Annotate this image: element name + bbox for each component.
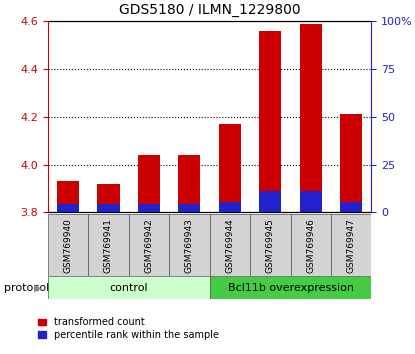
Bar [340,114,362,212]
Text: GSM769942: GSM769942 [144,218,154,273]
Text: GSM769944: GSM769944 [225,218,234,273]
Bar [219,124,241,212]
Bar [210,214,250,276]
Bar [259,31,281,212]
Bar [340,202,362,212]
Bar [300,24,322,212]
Text: GSM769940: GSM769940 [63,218,73,273]
Bar [138,155,160,212]
Bar [331,214,371,276]
Text: ▶: ▶ [34,282,42,293]
Legend: transformed count, percentile rank within the sample: transformed count, percentile rank withi… [38,318,219,340]
Bar [210,276,371,299]
Bar [178,155,200,212]
Bar [48,276,210,299]
Text: protocol: protocol [4,282,49,293]
Bar [169,214,210,276]
Text: Bcl11b overexpression: Bcl11b overexpression [227,282,354,293]
Text: GSM769946: GSM769946 [306,218,315,273]
Text: GSM769947: GSM769947 [347,218,356,273]
Bar [97,204,120,212]
Bar [129,214,169,276]
Bar [138,204,160,212]
Bar [300,191,322,212]
Bar [57,204,79,212]
Bar [48,214,88,276]
Title: GDS5180 / ILMN_1229800: GDS5180 / ILMN_1229800 [119,4,300,17]
Text: GSM769945: GSM769945 [266,218,275,273]
Bar [219,202,241,212]
Text: GSM769941: GSM769941 [104,218,113,273]
Text: control: control [109,282,148,293]
Bar [250,214,290,276]
Bar [290,214,331,276]
Text: GSM769943: GSM769943 [185,218,194,273]
Bar [88,214,129,276]
Bar [97,184,120,212]
Bar [259,191,281,212]
Bar [178,204,200,212]
Bar [57,181,79,212]
